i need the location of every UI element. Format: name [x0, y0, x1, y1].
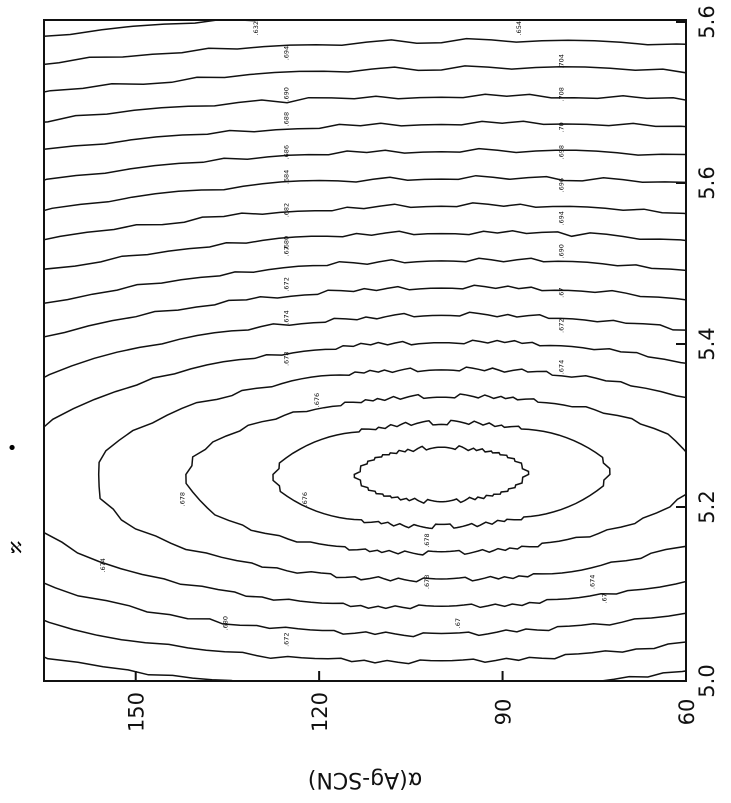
contour-line [97, 366, 686, 583]
contour-line [44, 174, 686, 212]
contour-label: .678 [179, 492, 187, 506]
x-axis-ticks: 5.0 5.2 5.4 5.6 5.6 [676, 5, 719, 698]
contour-line [272, 419, 611, 530]
contour-label: .672 [283, 632, 291, 646]
contour-label: .686 [283, 145, 291, 159]
contour-label: .676 [313, 393, 321, 407]
contour-label: .704 [558, 54, 566, 68]
contour-label: .682 [283, 203, 291, 217]
x-tick-label: 5.6 [695, 5, 719, 38]
contour-line [32, 4, 698, 698]
contour-label: .694 [283, 46, 291, 60]
contour-label: .694 [558, 211, 566, 225]
x-tick-label: 5.0 [695, 664, 719, 697]
contour-label: .708 [558, 87, 566, 101]
contour-line [32, 4, 698, 698]
contour-label: .654 [515, 21, 523, 35]
y-axis-label: α(Ag-SCN) [308, 767, 422, 792]
contour-label: .672 [283, 277, 291, 291]
contour-label: .674 [558, 360, 566, 374]
x-tick-label: 5.2 [695, 490, 719, 523]
contour-label: .688 [283, 112, 291, 126]
contour-line [44, 37, 686, 66]
y-tick-label: 90 [492, 699, 516, 726]
x-tick-label: 5.6 [695, 166, 719, 199]
contour-line [44, 230, 686, 271]
contour-label: .698 [558, 145, 566, 159]
contour-line [44, 147, 686, 181]
contour-label: .674 [283, 310, 291, 324]
contour-line [32, 4, 698, 698]
contour-label: .678 [423, 575, 431, 589]
contour-label: .67 [558, 287, 566, 297]
contour-label: .672 [558, 318, 566, 332]
contour-label: .632 [252, 21, 260, 35]
contour-lines [32, 4, 698, 698]
contour-label: .676 [301, 492, 309, 506]
x-tick-label: 5.4 [695, 327, 719, 360]
contour-label: .696 [558, 178, 566, 192]
contour-line [32, 4, 698, 698]
contour-line [44, 202, 686, 241]
contour-line [32, 4, 698, 698]
marginal-marks: •ℵ [7, 438, 22, 557]
y-tick-label: 60 [675, 699, 699, 726]
contour-label: .67 [601, 593, 609, 603]
contour-label: .680 [283, 236, 291, 250]
contour-label: .674 [588, 575, 596, 589]
contour-label: .674 [99, 558, 107, 572]
contour-line [44, 257, 686, 681]
contour-label: .690 [558, 244, 566, 258]
y-axis-ticks: 150 120 90 60 [125, 671, 699, 732]
contour-line [32, 4, 698, 698]
margin-mark: • [7, 438, 18, 459]
contour-line [32, 4, 698, 698]
contour-labels: .678.678.678.676.674.672.67.672.67.67.68… [99, 21, 608, 647]
plot-frame [43, 19, 687, 682]
contour-label: .70 [558, 122, 566, 132]
contour-line [44, 65, 686, 93]
contour-line [44, 339, 686, 610]
contour-line [32, 4, 698, 698]
margin-mark: ℵ [10, 538, 22, 557]
contour-label: .678 [283, 352, 291, 366]
contour-label: .684 [283, 170, 291, 184]
contour-label: .678 [423, 533, 431, 547]
contour-line [44, 311, 686, 638]
contour-line [32, 4, 698, 698]
contour-label: .67 [283, 246, 291, 256]
y-tick-label: 150 [125, 692, 149, 732]
contour-line [353, 444, 530, 504]
y-tick-label: 120 [308, 692, 332, 732]
contour-label: .67 [454, 618, 462, 628]
contour-line [185, 393, 686, 556]
contour-label: .680 [221, 616, 229, 630]
contour-line [44, 120, 686, 151]
contour-line [44, 284, 686, 665]
contour-label: .690 [283, 87, 291, 101]
